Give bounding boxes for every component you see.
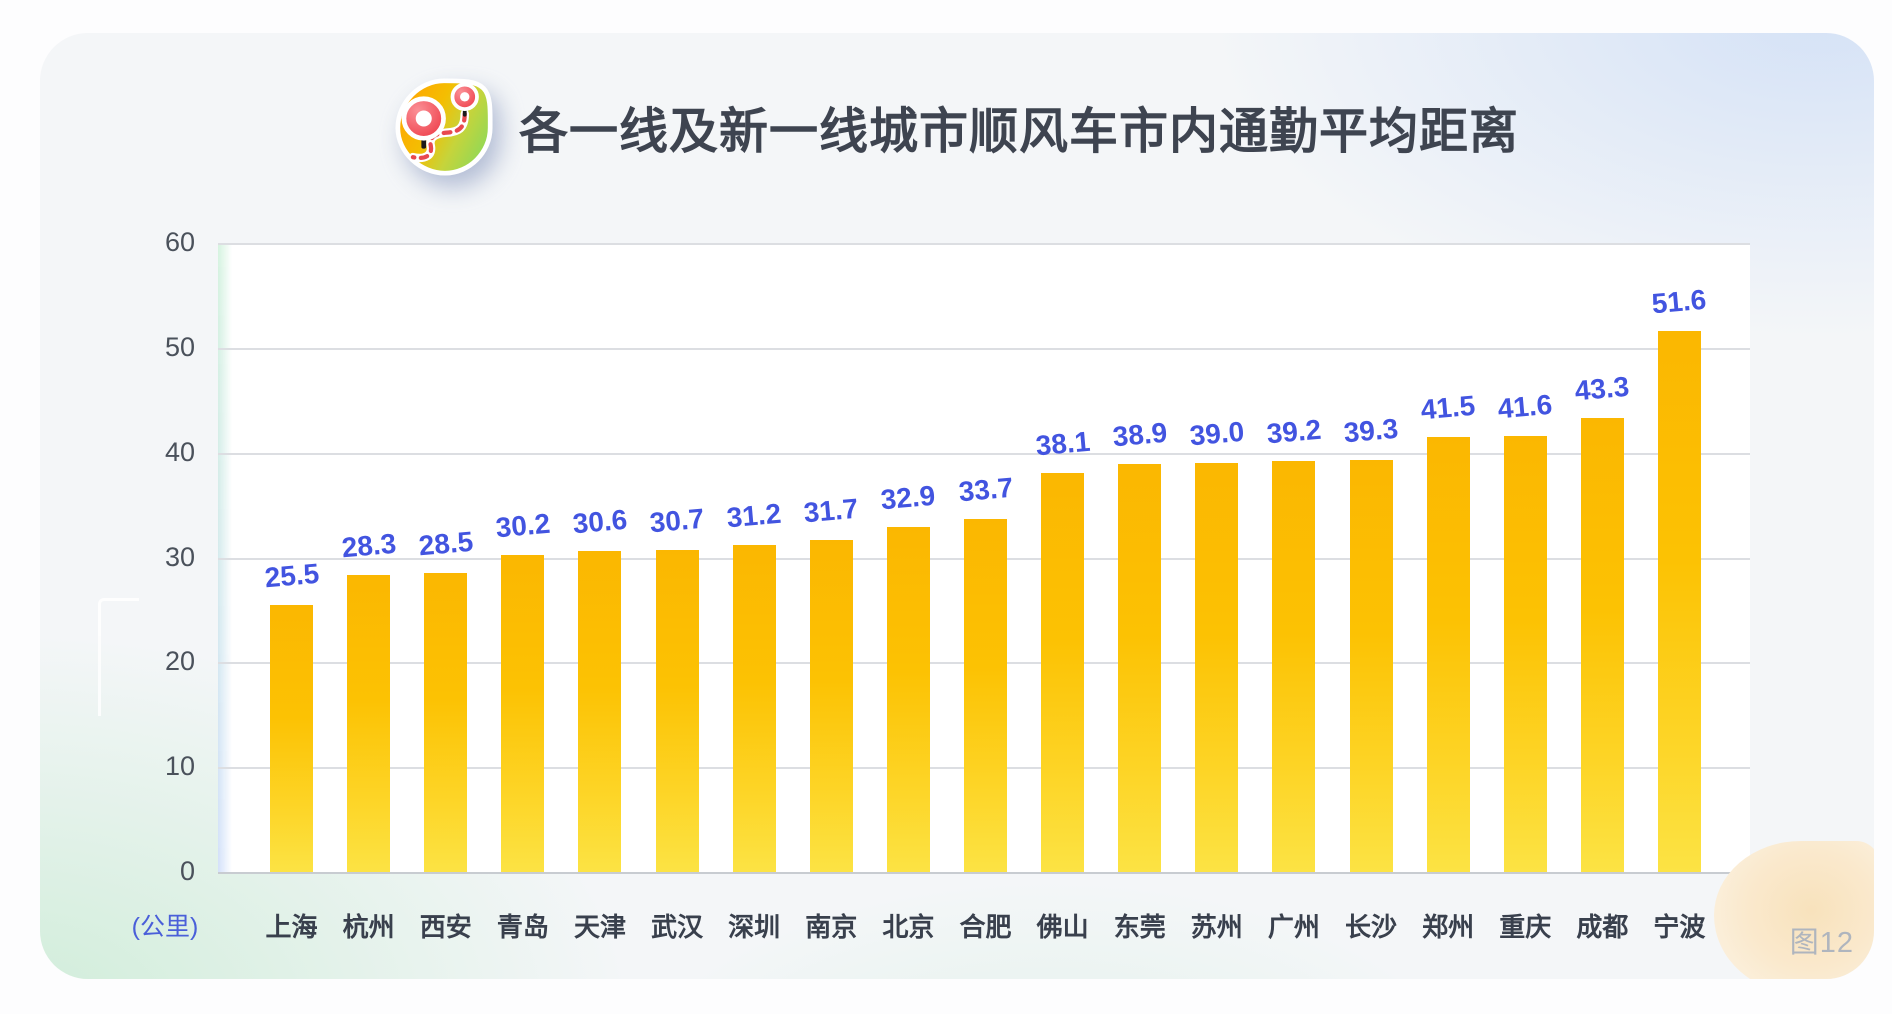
bar [347, 575, 391, 872]
x-axis-category-label: 佛山 [1036, 912, 1089, 942]
y-axis-tick-label: 10 [164, 751, 195, 782]
bar [270, 604, 314, 872]
x-axis-category-label: 深圳 [728, 912, 781, 942]
bar [964, 518, 1007, 872]
bar [1503, 435, 1547, 872]
bar [1118, 464, 1162, 872]
x-axis-category-label: 杭州 [342, 912, 395, 942]
bar [578, 551, 622, 872]
y-axis-tick-label: 60 [164, 227, 195, 257]
bar [809, 539, 853, 872]
x-axis-category-label: 广州 [1267, 912, 1320, 942]
x-axis-category-label: 长沙 [1345, 912, 1398, 942]
y-axis-tick-label: 0 [179, 856, 195, 886]
y-axis-tick-label: 50 [164, 331, 195, 362]
figure-number: 图12 [1789, 927, 1854, 959]
chart-header: 各一线及新一线城市顺风车市内通勤平均距离 [40, 61, 1874, 193]
bar [1272, 461, 1316, 872]
x-axis-category-label: 成都 [1576, 912, 1629, 942]
x-axis-category-label: 合肥 [959, 912, 1012, 942]
gridline [218, 243, 1750, 245]
bar [732, 544, 776, 872]
bar [1580, 418, 1624, 872]
x-axis-category-label: 上海 [265, 912, 318, 942]
gridline [218, 347, 1750, 350]
y-axis-tick-label: 20 [164, 646, 195, 677]
x-axis-category-label: 北京 [882, 912, 935, 942]
x-axis-category-label: 重庆 [1499, 912, 1552, 942]
bar [1195, 463, 1239, 872]
y-axis-tick-label: 30 [164, 541, 195, 572]
bar [501, 555, 545, 872]
x-axis-category-label: 南京 [805, 912, 858, 942]
y-axis-unit-label: (公里) [131, 913, 199, 941]
x-axis-category-label: 西安 [419, 912, 472, 942]
x-axis-category-label: 天津 [573, 912, 626, 942]
route-pins-icon [395, 75, 493, 179]
chart-title: 各一线及新一线城市顺风车市内通勤平均距离 [518, 104, 1519, 159]
gridline [218, 452, 1750, 455]
x-axis-category-label: 武汉 [651, 912, 704, 942]
x-axis-category-label: 东莞 [1113, 912, 1166, 942]
x-axis-category-label: 青岛 [496, 912, 549, 942]
bar [424, 573, 468, 872]
x-axis-category-label: 宁波 [1653, 912, 1706, 942]
bar [655, 550, 699, 872]
bar [1349, 460, 1393, 872]
figure-badge-leaf: 图12 [1714, 841, 1874, 979]
x-axis-category-label: 郑州 [1422, 912, 1475, 942]
bar [1426, 436, 1470, 872]
bar [1041, 472, 1085, 872]
decorative-corner-line [98, 598, 139, 716]
report-card: 各一线及新一线城市顺风车市内通勤平均距离 (公里) 图12 0 10 20 30 40 5… [40, 33, 1874, 979]
bar [1657, 331, 1701, 872]
y-axis-tick-label: 40 [164, 436, 195, 467]
bar [886, 527, 930, 872]
x-axis-category-label: 苏州 [1190, 912, 1243, 942]
